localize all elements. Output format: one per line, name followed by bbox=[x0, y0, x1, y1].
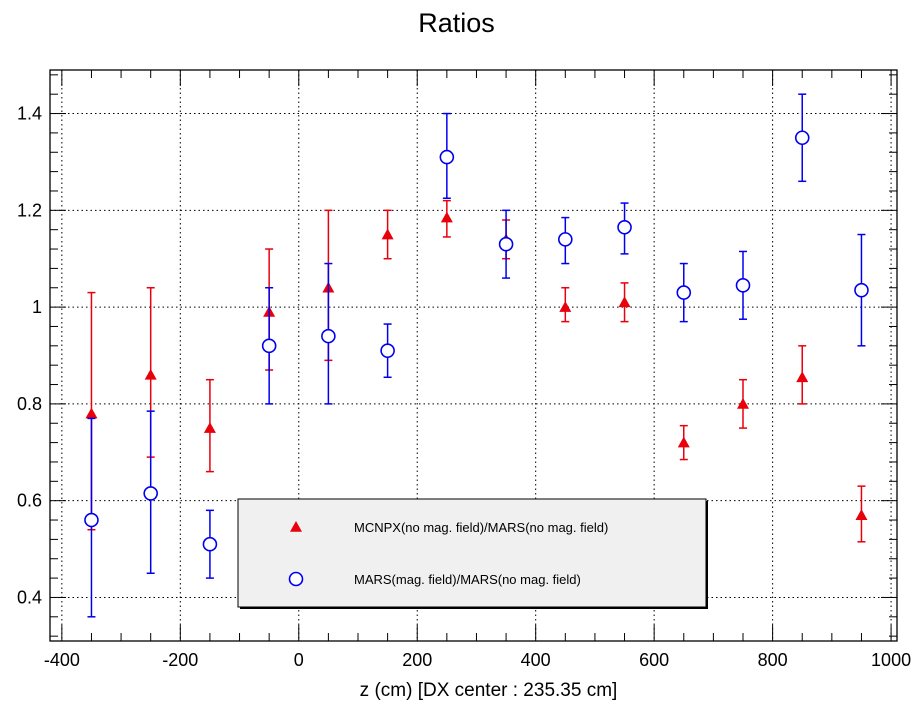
data-point-circle bbox=[261, 338, 277, 354]
legend-marker-circle bbox=[288, 571, 304, 587]
x-tick-label: 200 bbox=[402, 650, 432, 670]
data-point-circle bbox=[735, 278, 751, 293]
y-tick-label: 1.2 bbox=[17, 200, 42, 220]
data-point-triangle bbox=[618, 296, 631, 308]
data-point-circle bbox=[794, 130, 810, 146]
y-tick-label: 0.8 bbox=[17, 394, 42, 414]
y-tick-label: 0.6 bbox=[17, 491, 42, 511]
chart-title: Ratios bbox=[418, 8, 495, 38]
tick-labels: -400 -200 0 200 400 600 800 1000 0.4 0.6 0.8 1 1.2 1.… bbox=[17, 104, 911, 670]
data-point-circle bbox=[380, 343, 395, 358]
data-point-circle bbox=[617, 219, 632, 235]
legend-marker-triangle bbox=[290, 521, 302, 532]
data-point-triangle bbox=[559, 301, 572, 312]
series-2 bbox=[84, 93, 869, 618]
data-point-circle bbox=[321, 328, 336, 344]
x-tick-label: -400 bbox=[44, 650, 80, 670]
data-point-circle bbox=[854, 282, 869, 298]
data-point-triangle bbox=[85, 407, 98, 419]
x-tick-label: 800 bbox=[758, 650, 788, 670]
y-tick-label: 1 bbox=[32, 297, 42, 317]
legend-label: MARS(mag. field)/MARS(no mag. field) bbox=[354, 572, 581, 587]
series-1 bbox=[85, 199, 868, 543]
x-tick-label: -200 bbox=[162, 650, 198, 670]
data-point-triangle bbox=[677, 436, 690, 448]
data-point-triangle bbox=[796, 371, 809, 383]
data-point-circle bbox=[143, 486, 158, 501]
data-series bbox=[84, 93, 869, 618]
legend-box bbox=[237, 498, 707, 608]
data-point-circle bbox=[676, 285, 692, 300]
data-point-triangle bbox=[440, 211, 453, 223]
x-tick-label: 1000 bbox=[871, 650, 911, 670]
plot-frame bbox=[49, 69, 898, 642]
y-tick-label: 1.4 bbox=[17, 104, 42, 124]
data-point-triangle bbox=[381, 228, 394, 240]
x-tick-label: 400 bbox=[521, 650, 551, 670]
data-point-triangle bbox=[203, 422, 216, 433]
data-point-circle bbox=[202, 536, 218, 552]
data-point-triangle bbox=[144, 368, 157, 380]
data-point-circle bbox=[498, 236, 514, 252]
data-point-triangle bbox=[737, 397, 749, 409]
data-point-circle bbox=[439, 149, 455, 165]
legend: MCNPX(no mag. field)/MARS(no mag. field)… bbox=[237, 498, 708, 609]
data-point-circle bbox=[558, 232, 573, 247]
x-tick-label: 600 bbox=[639, 650, 669, 670]
axis-ticks bbox=[50, 70, 897, 641]
legend-label: MCNPX(no mag. field)/MARS(no mag. field) bbox=[354, 520, 608, 535]
data-point-triangle bbox=[855, 509, 868, 520]
data-point-circle bbox=[84, 512, 99, 528]
x-axis-label: z (cm) [DX center : 235.35 cm] bbox=[360, 680, 618, 701]
x-tick-label: 0 bbox=[294, 650, 304, 670]
y-tick-label: 0.4 bbox=[17, 587, 42, 607]
